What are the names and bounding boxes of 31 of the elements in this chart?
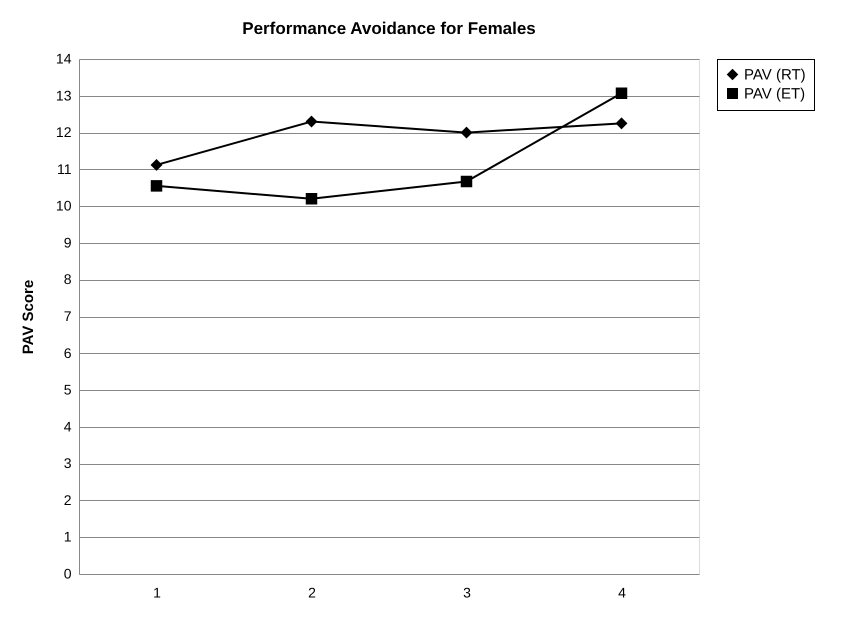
y-tick-label: 10 [56, 198, 72, 214]
chart-title: Performance Avoidance for Females [242, 19, 536, 38]
point [150, 180, 162, 192]
y-tick-label: 4 [64, 418, 72, 434]
x-tick-label: 3 [463, 584, 472, 600]
y-tick-label: 13 [56, 87, 72, 104]
point [460, 126, 472, 138]
y-tick-label: 8 [64, 271, 72, 288]
y-tick-label: 11 [56, 160, 72, 177]
point [306, 193, 318, 205]
y-tick-label: 6 [64, 344, 72, 361]
y-tick-label: 9 [64, 234, 72, 250]
point [306, 116, 318, 128]
y-tick-label: 5 [64, 382, 72, 398]
y-tick-label: 7 [64, 308, 72, 324]
legend-label: PAV (RT) [744, 66, 806, 84]
point [616, 87, 628, 99]
y-tick-label: 14 [56, 50, 72, 66]
x-tick-label: 2 [308, 584, 316, 600]
x-tick-label: 1 [153, 584, 162, 600]
y-tick-label: 12 [56, 124, 72, 140]
x-tick-label: 4 [618, 584, 626, 600]
y-tick-label: 2 [64, 492, 72, 508]
point [150, 159, 162, 171]
y-axis-title: PAV Score [20, 280, 37, 354]
point [616, 118, 628, 130]
point [460, 176, 472, 188]
legend-label: PAV (ET) [744, 86, 806, 102]
y-tick-label: 1 [64, 528, 72, 545]
y-tick-label: 0 [64, 566, 72, 582]
y-tick-label: 3 [64, 455, 72, 472]
